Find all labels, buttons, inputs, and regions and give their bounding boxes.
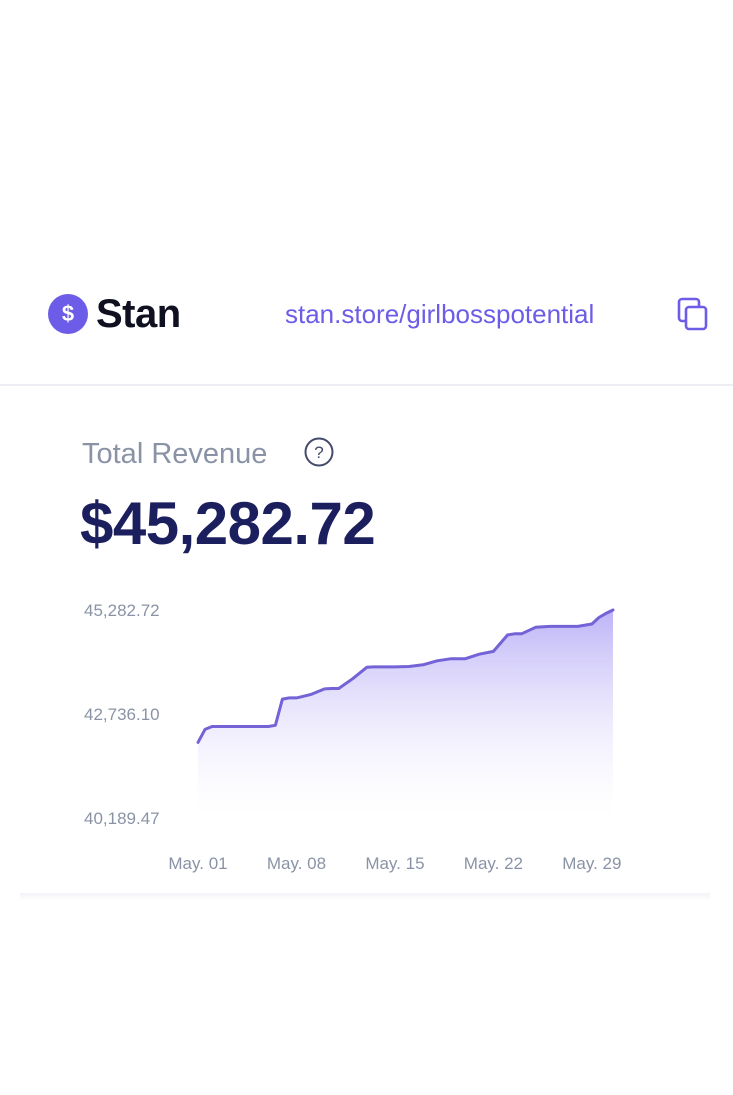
total-revenue-label: Total Revenue — [82, 438, 268, 470]
revenue-line — [196, 608, 615, 744]
revenue-chart: 45,282.72 42,736.10 40,189.47 May. 01 May. … — [84, 601, 621, 873]
x-tick-label: May. 29 — [562, 854, 621, 873]
y-tick-label: 45,282.72 — [84, 601, 160, 620]
card-bottom-edge — [20, 893, 710, 901]
app-header: $ Stan stan.store/girlbosspotential — [0, 270, 733, 386]
dollar-symbol: $ — [61, 301, 75, 326]
y-tick-label: 42,736.10 — [84, 705, 160, 724]
y-tick-label: 40,189.47 — [84, 809, 160, 828]
x-tick-label: May. 01 — [168, 854, 227, 873]
x-tick-label: May. 22 — [464, 854, 523, 873]
question-mark-icon[interactable]: ? — [303, 436, 335, 468]
dollar-logo-icon: $ — [48, 294, 88, 334]
store-link[interactable]: stan.store/girlbosspotential — [285, 299, 595, 329]
copy-icon[interactable] — [676, 296, 710, 332]
revenue-area — [198, 610, 613, 818]
total-revenue-value: $45,282.72 — [80, 490, 376, 557]
x-tick-label: May. 08 — [267, 854, 326, 873]
help-symbol: ? — [314, 443, 323, 462]
x-tick-label: May. 15 — [365, 854, 424, 873]
brand-name: Stan — [96, 292, 181, 336]
